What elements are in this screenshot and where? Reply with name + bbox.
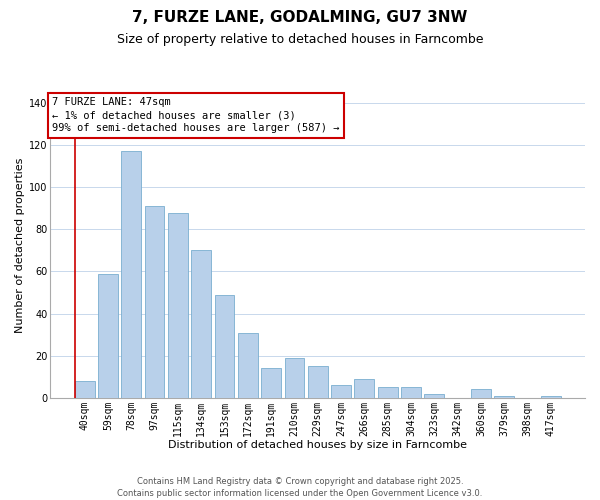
Bar <box>121 152 141 398</box>
Bar <box>284 358 304 398</box>
Bar <box>191 250 211 398</box>
Bar <box>98 274 118 398</box>
Bar <box>401 388 421 398</box>
Text: Size of property relative to detached houses in Farncombe: Size of property relative to detached ho… <box>117 32 483 46</box>
Text: Contains HM Land Registry data © Crown copyright and database right 2025.
Contai: Contains HM Land Registry data © Crown c… <box>118 476 482 498</box>
Bar <box>261 368 281 398</box>
Bar <box>471 390 491 398</box>
Bar <box>378 388 398 398</box>
Bar <box>494 396 514 398</box>
Y-axis label: Number of detached properties: Number of detached properties <box>15 158 25 333</box>
Text: 7, FURZE LANE, GODALMING, GU7 3NW: 7, FURZE LANE, GODALMING, GU7 3NW <box>133 10 467 25</box>
Text: 7 FURZE LANE: 47sqm
← 1% of detached houses are smaller (3)
99% of semi-detached: 7 FURZE LANE: 47sqm ← 1% of detached hou… <box>52 97 340 134</box>
Bar <box>424 394 444 398</box>
Bar <box>145 206 164 398</box>
X-axis label: Distribution of detached houses by size in Farncombe: Distribution of detached houses by size … <box>168 440 467 450</box>
Bar <box>355 379 374 398</box>
Bar <box>331 385 351 398</box>
Bar <box>541 396 561 398</box>
Bar <box>75 381 95 398</box>
Bar <box>238 332 258 398</box>
Bar <box>215 294 235 398</box>
Bar <box>308 366 328 398</box>
Bar <box>168 212 188 398</box>
